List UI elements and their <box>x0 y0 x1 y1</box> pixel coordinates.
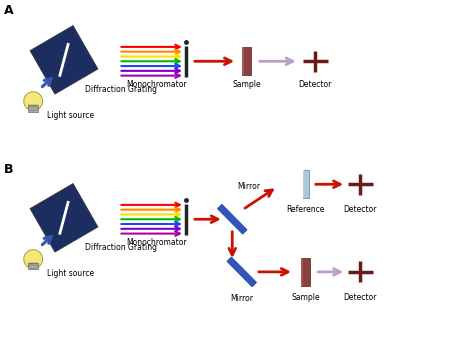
Bar <box>242 47 244 75</box>
Text: Sample: Sample <box>292 293 320 302</box>
Polygon shape <box>30 25 98 94</box>
Bar <box>28 105 38 112</box>
Text: Monochromator: Monochromator <box>126 80 187 89</box>
Text: A: A <box>4 4 13 17</box>
Polygon shape <box>24 92 43 111</box>
Text: Detector: Detector <box>344 293 377 302</box>
Text: Mirror: Mirror <box>237 182 260 191</box>
Text: Detector: Detector <box>299 80 332 89</box>
Bar <box>28 263 38 270</box>
Polygon shape <box>24 250 43 269</box>
Text: Light source: Light source <box>47 111 94 120</box>
Polygon shape <box>227 257 256 287</box>
Text: Reference: Reference <box>287 205 325 214</box>
Bar <box>301 258 303 286</box>
Text: Light source: Light source <box>47 269 94 278</box>
Text: Diffraction Grating: Diffraction Grating <box>85 243 157 252</box>
Text: Monochromator: Monochromator <box>126 238 187 247</box>
Text: Sample: Sample <box>232 80 261 89</box>
Bar <box>302 171 309 198</box>
Text: Diffraction Grating: Diffraction Grating <box>85 85 157 94</box>
Text: Detector: Detector <box>344 205 377 214</box>
Text: B: B <box>4 163 13 176</box>
Bar <box>301 258 310 286</box>
Polygon shape <box>218 204 247 234</box>
Polygon shape <box>30 183 98 252</box>
Bar <box>302 171 304 198</box>
Bar <box>242 47 251 75</box>
Text: Mirror: Mirror <box>230 294 253 303</box>
